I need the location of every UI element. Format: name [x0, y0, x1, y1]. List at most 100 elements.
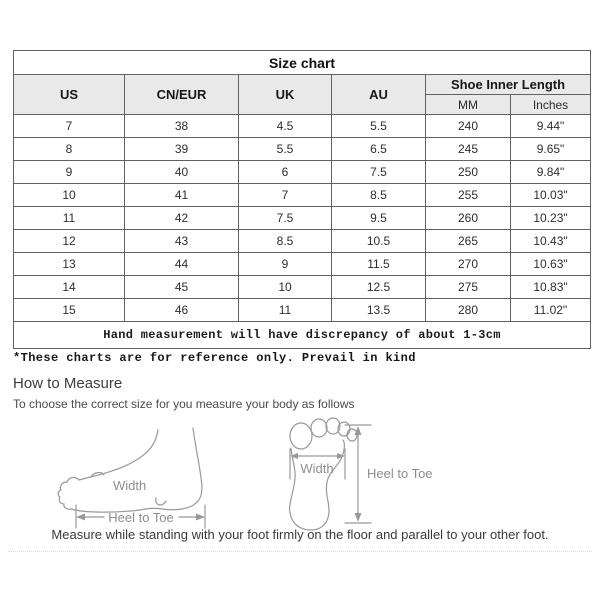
size-cell: 10.03"	[509, 183, 592, 207]
size-cell: 12.5	[331, 275, 426, 299]
size-chart-table: Size chart US CN/EUR UK AU Shoe Inner Le…	[12, 50, 592, 349]
top-heel-to-toe-arrow: Heel to Toe	[344, 424, 433, 524]
foot-instep-line	[78, 429, 159, 481]
table-row: 10 41 7 8.5 255 10.03"	[13, 183, 592, 207]
measuring-instruction: Measure while standing with your foot fi…	[51, 527, 549, 542]
size-cell: 7	[238, 183, 332, 207]
size-cell: 11.5	[331, 252, 426, 276]
size-cell: 12	[13, 229, 125, 253]
size-cell: 11	[13, 206, 125, 230]
table-row: 13 44 9 11.5 270 10.63"	[13, 252, 592, 276]
column-header-mm: MM	[425, 94, 511, 115]
big-toe-top	[66, 476, 80, 483]
size-cell: 8	[13, 137, 125, 161]
table-row: 8 39 5.5 6.5 245 9.65"	[13, 137, 592, 161]
size-cell: 7.5	[331, 160, 426, 184]
size-cell: 46	[124, 298, 239, 322]
size-cell: 10.23"	[509, 206, 592, 230]
size-cell: 15	[13, 298, 125, 322]
size-cell: 11	[238, 298, 332, 322]
foot-top-view-sketch: Width Heel to Toe	[289, 417, 433, 531]
size-cell: 10.5	[331, 229, 426, 253]
foot-sole-line	[70, 502, 197, 513]
length-arrow-head-bottom	[354, 513, 362, 522]
size-cell: 6	[238, 160, 332, 184]
size-cell: 9	[238, 252, 332, 276]
curled-toes	[57, 481, 72, 510]
foot-side-view-sketch: Width Heel to Toe	[57, 427, 206, 529]
size-cell: 9	[13, 160, 125, 184]
column-header-au: AU	[331, 74, 426, 115]
size-cell: 6.5	[331, 137, 426, 161]
big-toe	[289, 422, 313, 450]
length-arrow-head-top	[354, 426, 362, 435]
size-cell: 39	[124, 137, 239, 161]
size-cell: 42	[124, 206, 239, 230]
side-heel-to-toe-arrow: Heel to Toe	[75, 504, 206, 529]
table-title-row: Size chart	[12, 50, 592, 75]
how-to-measure-subheading: To choose the correct size for you measu…	[13, 397, 355, 411]
heel-line	[192, 427, 203, 504]
table-row: 11 42 7.5 9.5 260 10.23"	[13, 206, 592, 230]
size-cell: 43	[124, 229, 239, 253]
size-cell: 10.43"	[509, 229, 592, 253]
size-cell: 10	[238, 275, 332, 299]
size-cell: 265	[425, 229, 511, 253]
size-cell: 9.5	[331, 206, 426, 230]
how-to-measure-heading: How to Measure	[13, 375, 123, 392]
size-cell: 7	[13, 114, 125, 138]
column-header-inches: Inches	[509, 94, 592, 115]
size-cell: 275	[425, 275, 511, 299]
arrow-head-left	[76, 513, 85, 521]
size-cell: 45	[124, 275, 239, 299]
size-cell: 11.02"	[509, 298, 592, 322]
arrow-head-right	[196, 513, 205, 521]
size-cell: 40	[124, 160, 239, 184]
width-arrow-head-right	[337, 453, 345, 459]
size-cell: 7.5	[238, 206, 332, 230]
column-header-uk: UK	[238, 74, 332, 115]
size-cell: 10.83"	[509, 275, 592, 299]
size-cell: 8.5	[238, 229, 332, 253]
size-cell: 9.44"	[509, 114, 592, 138]
size-cell: 240	[425, 114, 511, 138]
measurement-discrepancy-note: Hand measurement will have discrepancy o…	[12, 321, 592, 349]
size-cell: 270	[425, 252, 511, 276]
side-width-label: Width	[113, 478, 146, 493]
ball-curl-detail	[155, 497, 167, 506]
table-row: 15 46 11 13.5 280 11.02"	[13, 298, 592, 322]
size-cell: 4.5	[238, 114, 332, 138]
size-cell: 10	[13, 183, 125, 207]
size-cell: 38	[124, 114, 239, 138]
column-header-cneur: CN/EUR	[124, 74, 239, 115]
third-toe	[325, 417, 341, 435]
size-cell: 5.5	[331, 114, 426, 138]
size-cell: 13.5	[331, 298, 426, 322]
width-arrow-head-left	[290, 453, 298, 459]
size-cell: 250	[425, 160, 511, 184]
size-cell: 9.84"	[509, 160, 592, 184]
size-cell: 9.65"	[509, 137, 592, 161]
size-cell: 13	[13, 252, 125, 276]
column-header-inner-length: Shoe Inner Length	[424, 74, 592, 95]
size-cell: 245	[425, 137, 511, 161]
size-cell: 44	[124, 252, 239, 276]
table-row: 12 43 8.5 10.5 265 10.43"	[13, 229, 592, 253]
table-row: 7 38 4.5 5.5 240 9.44"	[13, 114, 592, 138]
size-cell: 41	[124, 183, 239, 207]
table-subheader-row: MM Inches	[14, 94, 592, 115]
toe-knuckle-bump	[90, 471, 105, 478]
size-cell: 260	[425, 206, 511, 230]
column-header-us: US	[13, 74, 125, 115]
size-cell: 8.5	[331, 183, 426, 207]
size-cell: 14	[13, 275, 125, 299]
size-cell: 10.63"	[509, 252, 592, 276]
size-cell: 255	[425, 183, 511, 207]
dotted-separator	[8, 551, 592, 552]
top-width-label: Width	[300, 461, 333, 476]
top-width-arrow: Width	[289, 448, 346, 480]
table-header-row: US CN/EUR UK AU Shoe Inner Length	[13, 74, 592, 115]
top-heel-to-toe-label: Heel to Toe	[367, 466, 433, 481]
side-heel-to-toe-label: Heel to Toe	[108, 510, 174, 525]
